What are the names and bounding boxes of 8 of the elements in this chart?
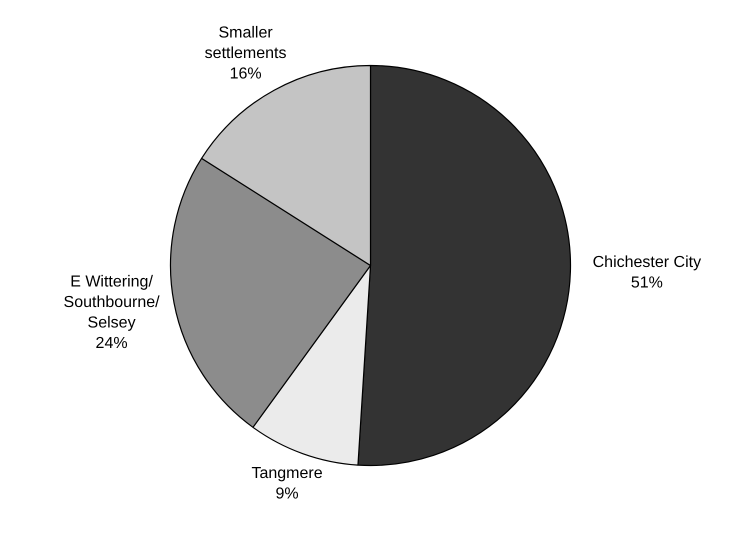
slice-label: Tangmere bbox=[251, 465, 323, 482]
slice-label: Chichester City bbox=[592, 254, 702, 272]
slice-label: Smaller settlements bbox=[204, 24, 286, 62]
data-label: 9% bbox=[275, 485, 299, 502]
data-label: 16% bbox=[230, 65, 262, 82]
slice-label: E Wittering/ Southbourne/ Selsey bbox=[64, 274, 160, 332]
data-label: 51% bbox=[630, 274, 663, 292]
data-label: 24% bbox=[96, 334, 128, 352]
